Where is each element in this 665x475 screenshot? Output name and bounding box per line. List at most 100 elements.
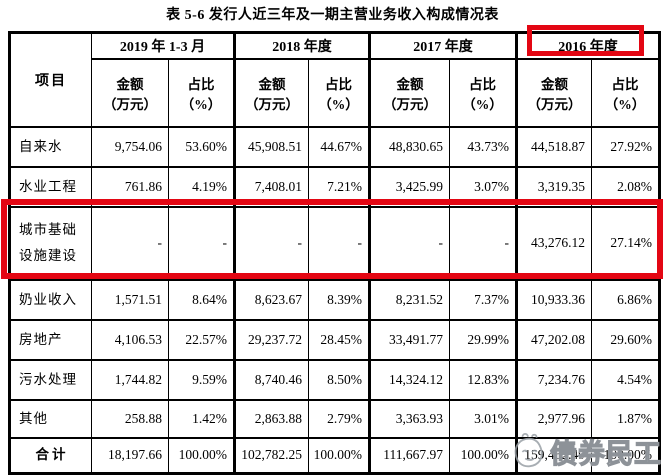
- ratio-cell: 7.37%: [449, 279, 518, 320]
- amount-unit: （万元）: [245, 96, 300, 112]
- amount-cell: 47,202.08: [515, 319, 593, 360]
- ratio-label: 占比: [325, 76, 353, 92]
- row-label-cell: 水业工程: [9, 166, 92, 207]
- ratio-cell: 3.07%: [449, 166, 518, 207]
- ratio-subheader: 占比 （%）: [591, 58, 661, 127]
- amount-subheader: 金额 （万元）: [233, 58, 310, 127]
- ratio-cell: 9.59%: [167, 359, 236, 400]
- ratio-unit: （%）: [318, 96, 359, 112]
- amount-label: 金额: [541, 76, 569, 92]
- year-header-2019: 2019 年 1-3 月: [90, 32, 236, 59]
- ratio-cell: 7.21%: [308, 166, 371, 207]
- amount-label: 金额: [116, 76, 144, 92]
- ratio-label: 占比: [187, 76, 215, 92]
- ratio-cell: 2.08%: [591, 166, 661, 207]
- table-title: 表 5-6 发行人近三年及一期主营业务收入构成情况表: [166, 8, 499, 23]
- amount-cell: 33,491.77: [368, 319, 451, 360]
- amount-cell: -: [368, 206, 451, 280]
- table-row: 水业工程 761.86 4.19% 7,408.01 7.21% 3,425.99 3.07…: [9, 166, 661, 207]
- ratio-cell: 27.14%: [591, 206, 661, 280]
- table-row: 合计 18,197.66 100.00% 102,782.25 100.00% 111,6…: [9, 437, 661, 474]
- amount-cell: 7,234.76: [515, 359, 593, 400]
- year-header-2016: 2016 年度: [515, 32, 661, 59]
- ratio-cell: -: [308, 206, 371, 280]
- ratio-cell: 100.00%: [167, 437, 236, 474]
- amount-cell: 29,237.72: [233, 319, 310, 360]
- ratio-cell: 8.64%: [167, 279, 236, 320]
- amount-cell: 761.86: [91, 166, 169, 207]
- row-label-cell: 自来水: [9, 126, 92, 167]
- amount-cell: 9,754.06: [91, 126, 169, 167]
- ratio-cell: 27.92%: [591, 126, 661, 167]
- row-label-cell: 房地产: [9, 319, 92, 360]
- ratio-unit: （%）: [462, 96, 503, 112]
- ratio-cell: 29.60%: [591, 319, 661, 360]
- amount-cell: 111,667.97: [368, 437, 451, 474]
- ratio-cell: 44.67%: [308, 126, 371, 167]
- amount-cell: 3,363.93: [368, 399, 451, 438]
- amount-cell: 10,933.36: [515, 279, 593, 320]
- amount-subheader: 金额 （万元）: [368, 58, 451, 127]
- row-label-cell: 其他: [9, 399, 92, 438]
- table-body: 自来水 9,754.06 53.60% 45,908.51 44.67% 48,830.6…: [9, 126, 661, 474]
- ratio-unit: （%）: [604, 96, 646, 112]
- amount-label: 金额: [396, 76, 424, 92]
- ratio-cell: 12.83%: [449, 359, 518, 400]
- ratio-label: 占比: [469, 76, 497, 92]
- amount-subheader: 金额 （万元）: [515, 58, 593, 127]
- ratio-cell: 6.86%: [591, 279, 661, 320]
- amount-cell: 3,425.99: [368, 166, 451, 207]
- ratio-unit: （%）: [180, 96, 222, 112]
- row-label-cell: 污水处理: [9, 359, 92, 400]
- ratio-cell: 43.73%: [449, 126, 518, 167]
- amount-cell: 14,324.12: [368, 359, 451, 400]
- ratio-cell: 3.01%: [449, 399, 518, 438]
- income-composition-table: 项目 2019 年 1-3 月 2018 年度 2017 年度 2016 年度 …: [8, 31, 662, 475]
- ratio-cell: -: [449, 206, 518, 280]
- table-row: 其他 258.88 1.42% 2,863.88 2.79% 3,363.93 3.01% 2…: [9, 399, 661, 438]
- amount-cell: -: [91, 206, 169, 280]
- amount-unit: （万元）: [103, 96, 157, 112]
- ratio-cell: 29.99%: [449, 319, 518, 360]
- amount-cell: 8,740.46: [233, 359, 310, 400]
- amount-cell: 2,977.96: [515, 399, 593, 438]
- ratio-subheader: 占比 （%）: [308, 58, 371, 127]
- amount-unit: （万元）: [383, 96, 438, 112]
- amount-cell: 44,518.87: [515, 126, 593, 167]
- amount-cell: 1,571.51: [91, 279, 169, 320]
- amount-cell: 102,782.25: [233, 437, 310, 474]
- ratio-cell: 4.19%: [167, 166, 236, 207]
- amount-cell: 48,830.65: [368, 126, 451, 167]
- amount-cell: 18,197.66: [91, 437, 169, 474]
- ratio-cell: 100.00%: [591, 437, 661, 474]
- row-label-cell: 城市基础设施建设: [9, 206, 92, 280]
- ratio-cell: 53.60%: [167, 126, 236, 167]
- amount-label: 金额: [258, 76, 286, 92]
- amount-cell: 8,231.52: [368, 279, 451, 320]
- row-label-cell: 奶业收入: [9, 279, 92, 320]
- amount-cell: -: [233, 206, 310, 280]
- ratio-cell: 100.00%: [308, 437, 371, 474]
- ratio-cell: 2.79%: [308, 399, 371, 438]
- table-row: 房地产 4,106.53 22.57% 29,237.72 28.45% 33,491.7…: [9, 319, 661, 360]
- amount-unit: （万元）: [527, 96, 582, 112]
- ratio-subheader: 占比 （%）: [167, 58, 236, 127]
- amount-cell: 159,462.49: [515, 437, 593, 474]
- header-sub-row: 金额 （万元） 占比 （%） 金额 （万元） 占比 （%） 金额 （万元） 占比 （%） 金…: [9, 58, 661, 127]
- ratio-cell: 4.54%: [591, 359, 661, 400]
- amount-cell: 2,863.88: [233, 399, 310, 438]
- ratio-cell: 8.39%: [308, 279, 371, 320]
- ratio-cell: 22.57%: [167, 319, 236, 360]
- item-column-header: 项目: [9, 32, 92, 127]
- amount-cell: 4,106.53: [91, 319, 169, 360]
- table-row: 污水处理 1,744.82 9.59% 8,740.46 8.50% 14,324.12 1…: [9, 359, 661, 400]
- amount-cell: 7,408.01: [233, 166, 310, 207]
- table-row: 奶业收入 1,571.51 8.64% 8,623.67 8.39% 8,231.52 7.…: [9, 279, 661, 320]
- amount-subheader: 金额 （万元）: [91, 58, 169, 127]
- ratio-cell: 28.45%: [308, 319, 371, 360]
- row-label-cell: 合计: [9, 437, 92, 474]
- ratio-subheader: 占比 （%）: [449, 58, 518, 127]
- table-row: 自来水 9,754.06 53.60% 45,908.51 44.67% 48,830.6…: [9, 126, 661, 167]
- table-row: 城市基础设施建设 - - - - - -43,276.12 27.14%: [9, 206, 661, 280]
- amount-cell: 1,744.82: [91, 359, 169, 400]
